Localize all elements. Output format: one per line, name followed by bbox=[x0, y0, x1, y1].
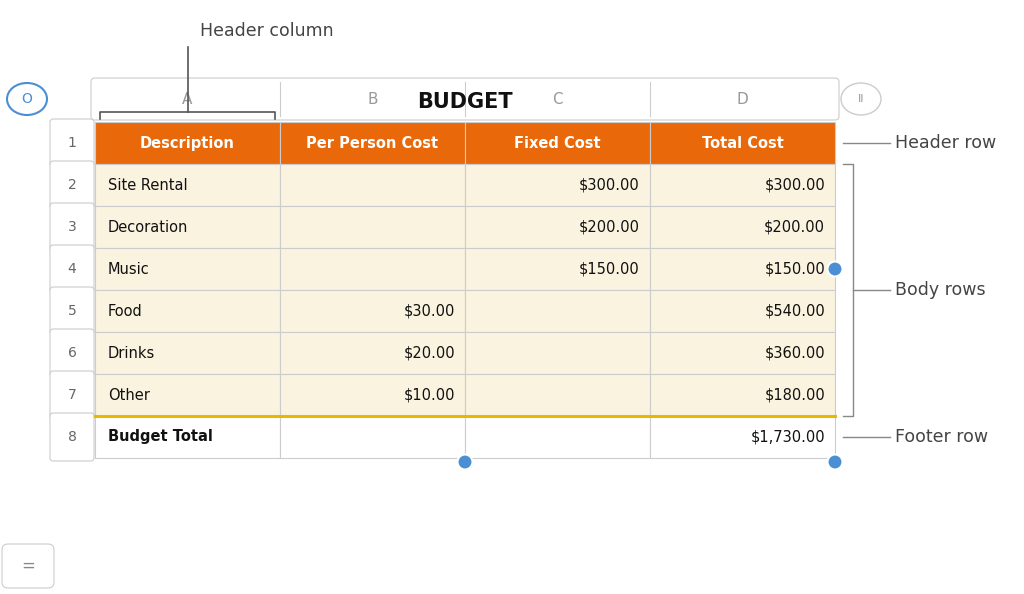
Bar bbox=[465, 122, 650, 164]
Text: $200.00: $200.00 bbox=[579, 220, 640, 235]
FancyBboxPatch shape bbox=[2, 544, 54, 588]
Bar bbox=[280, 122, 465, 164]
Text: $150.00: $150.00 bbox=[764, 261, 825, 276]
FancyBboxPatch shape bbox=[50, 119, 94, 167]
Text: Fixed Cost: Fixed Cost bbox=[514, 135, 601, 150]
Ellipse shape bbox=[7, 83, 47, 115]
Text: $30.00: $30.00 bbox=[403, 304, 455, 318]
Text: Per Person Cost: Per Person Cost bbox=[306, 135, 438, 150]
Text: 3: 3 bbox=[68, 220, 77, 234]
Bar bbox=[650, 290, 835, 332]
Text: Description: Description bbox=[140, 135, 234, 150]
Bar bbox=[95, 248, 280, 290]
Bar bbox=[650, 374, 835, 416]
Text: A: A bbox=[182, 91, 193, 106]
Bar bbox=[280, 290, 465, 332]
Bar bbox=[650, 206, 835, 248]
Text: B: B bbox=[368, 91, 378, 106]
FancyBboxPatch shape bbox=[50, 287, 94, 335]
FancyBboxPatch shape bbox=[50, 413, 94, 461]
Text: C: C bbox=[552, 91, 563, 106]
Text: $360.00: $360.00 bbox=[764, 346, 825, 361]
Text: $10.00: $10.00 bbox=[403, 387, 455, 403]
Bar bbox=[650, 122, 835, 164]
Text: O: O bbox=[22, 92, 33, 106]
Bar bbox=[465, 290, 650, 332]
Bar bbox=[95, 164, 280, 206]
Circle shape bbox=[458, 454, 472, 469]
Ellipse shape bbox=[841, 83, 881, 115]
FancyBboxPatch shape bbox=[50, 161, 94, 209]
Text: 2: 2 bbox=[68, 178, 77, 192]
Text: Header column: Header column bbox=[200, 22, 333, 40]
Bar bbox=[280, 416, 465, 458]
Text: $20.00: $20.00 bbox=[403, 346, 455, 361]
Bar bbox=[95, 206, 280, 248]
Text: $300.00: $300.00 bbox=[580, 178, 640, 192]
Text: Other: Other bbox=[108, 387, 150, 403]
Text: $150.00: $150.00 bbox=[580, 261, 640, 276]
Bar bbox=[95, 374, 280, 416]
FancyBboxPatch shape bbox=[50, 245, 94, 293]
Bar bbox=[650, 332, 835, 374]
Text: $200.00: $200.00 bbox=[764, 220, 825, 235]
Text: Drinks: Drinks bbox=[108, 346, 156, 361]
Bar bbox=[465, 374, 650, 416]
Text: =: = bbox=[22, 557, 35, 575]
FancyBboxPatch shape bbox=[50, 203, 94, 251]
FancyBboxPatch shape bbox=[50, 371, 94, 419]
Text: Total Cost: Total Cost bbox=[701, 135, 783, 150]
Bar bbox=[280, 206, 465, 248]
Bar bbox=[465, 416, 650, 458]
Bar bbox=[465, 206, 650, 248]
Text: Decoration: Decoration bbox=[108, 220, 188, 235]
Text: D: D bbox=[736, 91, 749, 106]
Bar bbox=[95, 332, 280, 374]
Bar bbox=[465, 332, 650, 374]
Text: II: II bbox=[858, 94, 864, 104]
Bar bbox=[650, 416, 835, 458]
Circle shape bbox=[827, 454, 843, 469]
Circle shape bbox=[827, 261, 843, 276]
Bar bbox=[465, 164, 650, 206]
Text: Budget Total: Budget Total bbox=[108, 429, 213, 444]
Text: 6: 6 bbox=[68, 346, 77, 360]
Bar bbox=[280, 164, 465, 206]
Bar bbox=[95, 290, 280, 332]
Bar bbox=[650, 164, 835, 206]
Text: BUDGET: BUDGET bbox=[417, 92, 513, 112]
Text: 7: 7 bbox=[68, 388, 77, 402]
Text: Food: Food bbox=[108, 304, 142, 318]
Text: Header row: Header row bbox=[895, 134, 996, 152]
Text: Site Rental: Site Rental bbox=[108, 178, 187, 192]
Bar bbox=[650, 248, 835, 290]
Bar bbox=[95, 122, 280, 164]
FancyBboxPatch shape bbox=[91, 78, 839, 120]
Bar bbox=[280, 248, 465, 290]
Bar bbox=[465, 248, 650, 290]
Bar bbox=[280, 332, 465, 374]
Text: 4: 4 bbox=[68, 262, 77, 276]
Text: 1: 1 bbox=[68, 136, 77, 150]
Bar bbox=[95, 416, 280, 458]
Bar bbox=[280, 374, 465, 416]
Text: Body rows: Body rows bbox=[895, 281, 986, 299]
Text: $1,730.00: $1,730.00 bbox=[751, 429, 825, 444]
Text: Footer row: Footer row bbox=[895, 428, 988, 446]
Text: 8: 8 bbox=[68, 430, 77, 444]
Text: Music: Music bbox=[108, 261, 150, 276]
Text: $540.00: $540.00 bbox=[764, 304, 825, 318]
Text: $300.00: $300.00 bbox=[764, 178, 825, 192]
Text: 5: 5 bbox=[68, 304, 77, 318]
FancyBboxPatch shape bbox=[50, 329, 94, 377]
Text: $180.00: $180.00 bbox=[764, 387, 825, 403]
